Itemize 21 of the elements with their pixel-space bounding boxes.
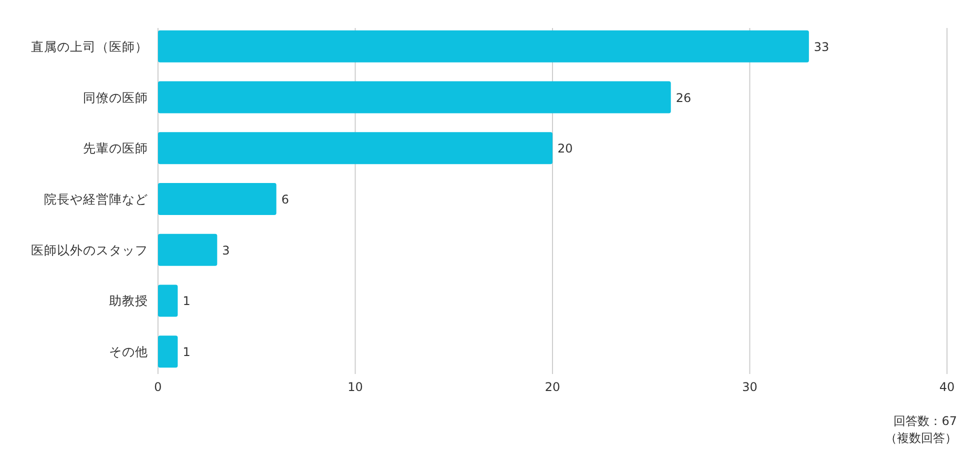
text: （複数回答） bbox=[885, 431, 957, 445]
y-tick-label: 医師以外のスタッフ bbox=[31, 242, 148, 258]
x-tick-label: 10 bbox=[348, 380, 363, 394]
y-tick-label: 助教授 bbox=[109, 293, 148, 308]
y-tick-label: 直属の上司（医師） bbox=[31, 38, 148, 54]
data-label: 3 bbox=[222, 243, 230, 258]
data-label: 6 bbox=[281, 192, 289, 206]
x-tick-label: 0 bbox=[154, 380, 162, 394]
text: 回答数：67 bbox=[894, 414, 957, 428]
x-tick-label: 40 bbox=[939, 380, 955, 394]
y-tick-label: その他 bbox=[109, 344, 148, 360]
data-label: 26 bbox=[676, 90, 692, 105]
x-tick-label: 30 bbox=[742, 380, 758, 394]
data-label: 33 bbox=[814, 40, 830, 54]
y-tick-label: 院長や経営陣など bbox=[44, 192, 148, 206]
data-label: 1 bbox=[182, 294, 190, 308]
y-tick-label: 先輩の医師 bbox=[83, 140, 148, 156]
y-tick-label: 同僚の医師 bbox=[83, 90, 148, 105]
data-label: 1 bbox=[182, 345, 190, 360]
data-label: 20 bbox=[558, 142, 573, 156]
x-tick-label: 20 bbox=[544, 380, 560, 394]
